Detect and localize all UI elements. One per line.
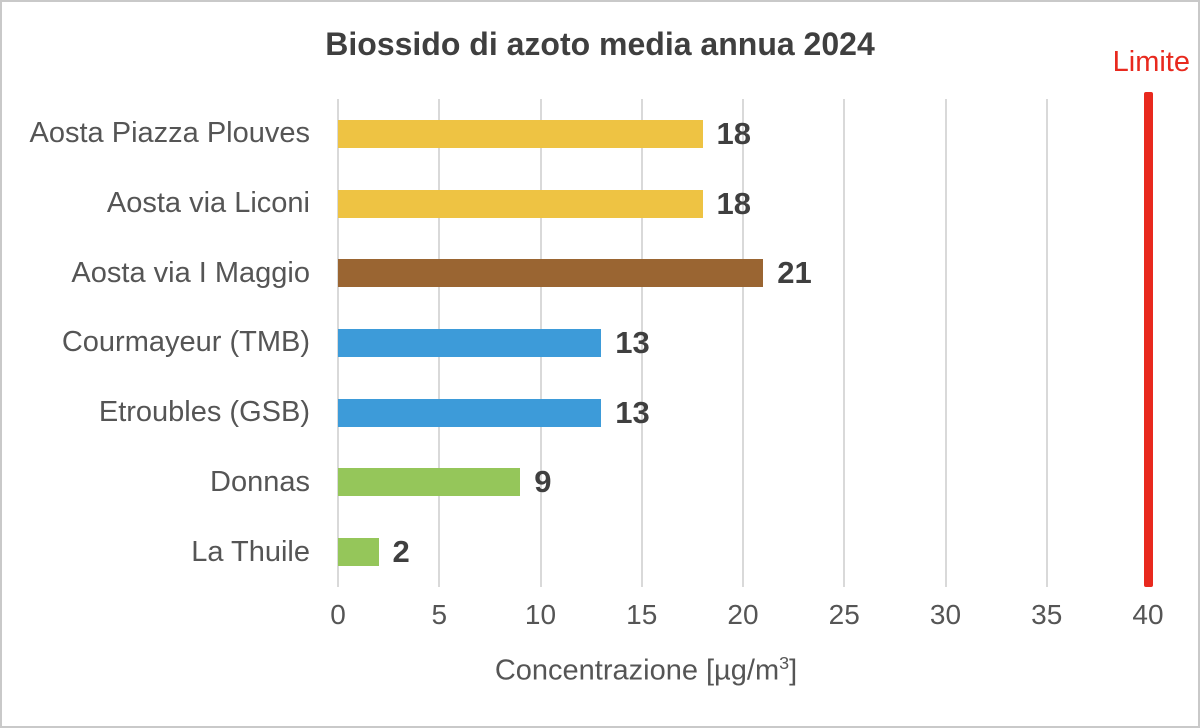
x-tick-label: 30: [929, 599, 962, 630]
bar: [338, 538, 379, 567]
bar-row: 2: [338, 517, 1148, 587]
category-label: La Thuile: [191, 535, 310, 568]
x-axis-title-suffix: ]: [789, 654, 798, 687]
plot-area: 18 18 21 13 13 9 2: [337, 92, 1153, 587]
value-label: 9: [534, 464, 552, 500]
bar: [338, 189, 703, 218]
bar: [338, 119, 703, 148]
x-axis-ticks: 0 5 10 15 20 25 30 35 40: [330, 599, 1163, 633]
x-axis-title-superscript: 3: [779, 653, 790, 673]
x-tick-label: 20: [727, 599, 759, 630]
category-label: Aosta via I Maggio: [71, 256, 310, 289]
bar-row: 18: [338, 99, 1148, 169]
bar-row: 9: [338, 448, 1148, 518]
x-tick-label: 10: [524, 599, 557, 630]
gridline: [944, 99, 947, 587]
bar: [338, 259, 764, 288]
x-tick-label: 35: [1031, 599, 1063, 630]
bar: [338, 328, 602, 357]
limit-label: Limite: [1112, 46, 1190, 78]
bar: [338, 398, 602, 427]
bar: [338, 468, 521, 497]
bar-row: 21: [338, 238, 1148, 308]
category-label: Etroubles (GSB): [98, 396, 310, 429]
chart-title: Biossido di azoto media annua 2024: [325, 26, 875, 62]
x-axis-title: Concentrazione [µg/m3]: [495, 653, 797, 688]
gridline: [742, 99, 744, 587]
bar-row: 18: [338, 169, 1148, 239]
gridline: [1045, 99, 1048, 587]
category-label: Courmayeur (TMB): [61, 326, 310, 359]
x-tick-label: 40: [1132, 599, 1164, 630]
x-axis-title-text: Concentrazione [µg/m: [494, 654, 780, 687]
x-tick-label: 25: [828, 599, 860, 630]
x-tick-label: 5: [431, 599, 448, 630]
bar-row: 13: [338, 308, 1148, 378]
value-label: 13: [615, 324, 650, 360]
category-label: Aosta via Liconi: [106, 187, 310, 220]
bar-row: 13: [338, 378, 1148, 448]
category-axis: Aosta Piazza Plouves Aosta via Liconi Aost…: [2, 99, 324, 587]
category-label: Donnas: [210, 465, 310, 498]
limit-line: [1144, 92, 1153, 587]
gridline: [843, 99, 846, 587]
value-label: 13: [615, 394, 650, 430]
value-label: 21: [777, 255, 812, 291]
x-tick-label: 15: [626, 599, 658, 630]
value-label: 2: [392, 534, 410, 570]
gridline: [640, 99, 643, 587]
category-label: Aosta Piazza Plouves: [29, 117, 310, 150]
value-label: 18: [716, 115, 751, 151]
x-tick-label: 0: [330, 599, 346, 630]
value-label: 18: [716, 185, 751, 221]
